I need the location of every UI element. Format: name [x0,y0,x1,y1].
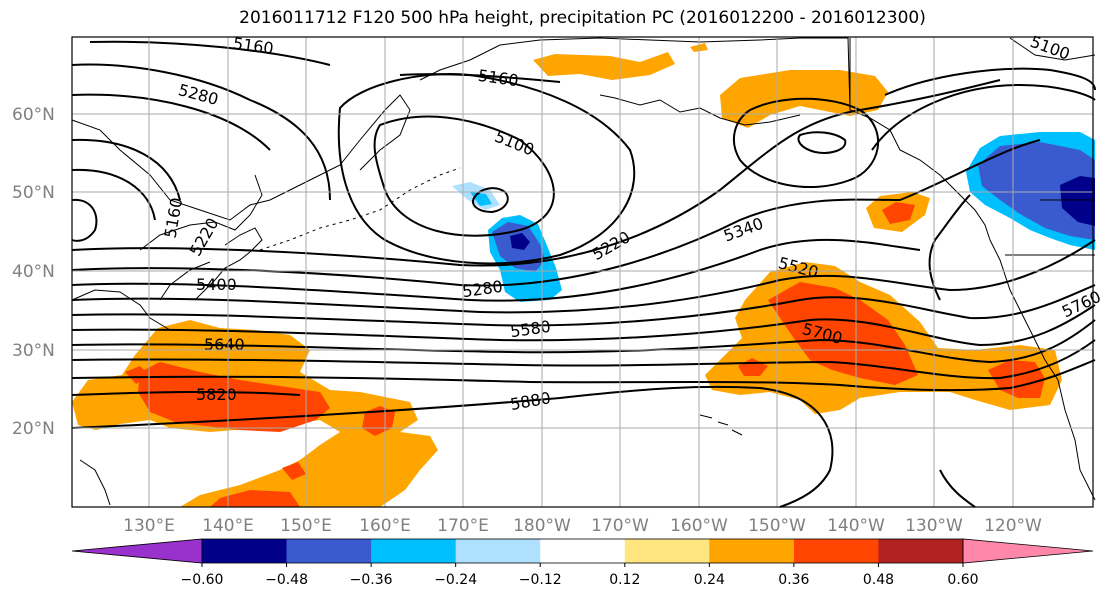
contour-label: 5160 [161,196,187,239]
precip-east-pacific-core [768,282,918,385]
lon-label: 170°W [591,516,649,536]
colorbar-segment [793,539,879,563]
lon-label: 160°W [670,516,728,536]
lat-label-20n: 20°N [12,419,55,439]
colorbar-segments [71,538,1094,564]
map-frame [71,36,1094,508]
colorbar-tick-label: −0.24 [434,572,477,588]
lon-label: 150°E [280,516,332,536]
colorbar-extend-high [962,538,1094,564]
contour-label: 5100 [492,127,537,160]
colorbar-segment [286,539,372,563]
lon-label: 160°E [359,516,411,536]
contour-label: 5280 [461,277,504,301]
lon-label: 180°W [513,516,571,536]
precip-alaska [533,52,675,80]
colorbar-segment [371,539,457,563]
contour-label: 5400 [196,275,237,294]
contour-label: 5880 [509,388,552,414]
colorbar-segment [878,539,964,563]
colorbar-segment [624,539,710,563]
colorbar-tick-label: −0.36 [350,572,393,588]
colorbar-tick-label: 0.48 [863,572,894,588]
colorbar-segment [202,539,288,563]
contour-label: 5580 [509,317,552,341]
contour-label: 5160 [477,66,520,90]
lon-label: 150°W [748,516,806,536]
contour-labels: 5160 5160 5100 5100 5280 5160 5220 5400 … [161,32,1104,414]
graticule [72,37,1093,507]
contour-label: 5820 [196,385,237,404]
contour-label: 5220 [589,227,634,264]
lon-label: 130°E [123,516,175,536]
colorbar-tick-label: 0.60 [947,572,978,588]
height-contours [71,40,1096,508]
lon-label: 140°W [827,516,885,536]
precip-shading [72,43,1095,507]
lat-label-30n: 30°N [12,341,55,361]
lon-label: 140°E [202,516,254,536]
coastlines [71,37,1096,506]
colorbar: −0.60 −0.48 −0.36 −0.24 −0.12 0.12 0.24 0.36 0.4… [71,538,1094,588]
colorbar-segment [709,539,795,563]
longitude-labels: 130°E 140°E 150°E 160°E 170°E 180°W 170°… [123,516,1042,536]
colorbar-tick-label: −0.48 [265,572,308,588]
lat-label-50n: 50°N [12,183,55,203]
colorbar-outline [201,538,964,564]
contour-label: 5760 [1059,287,1104,321]
colorbar-segment [455,539,541,563]
colorbar-tick-label: 0.12 [609,572,640,588]
colorbar-extend-low [71,538,203,564]
colorbar-ticks: −0.60 −0.48 −0.36 −0.24 −0.12 0.12 0.24 0.36 0.4… [181,563,979,588]
contour-label: 5220 [186,215,223,260]
colorbar-tick-label: 0.36 [778,572,809,588]
lat-label-40n: 40°N [12,262,55,282]
colorbar-tick-label: −0.60 [181,572,224,588]
lon-label: 120°W [984,516,1042,536]
lat-label-60n: 60°N [12,105,55,125]
contour-label: 5340 [721,214,766,246]
colorbar-tick-label: −0.12 [519,572,562,588]
lon-label: 130°W [905,516,963,536]
lon-label: 170°E [437,516,489,536]
precip-west-pacific-core [138,362,330,432]
map-title: 2016011712 F120 500 hPa height, precipit… [239,8,926,28]
latitude-labels: 60°N 50°N 40°N 30°N 20°N [12,105,55,439]
contour-label: 5640 [204,335,245,354]
colorbar-tick-label: 0.24 [694,572,725,588]
colorbar-segment [540,539,626,563]
